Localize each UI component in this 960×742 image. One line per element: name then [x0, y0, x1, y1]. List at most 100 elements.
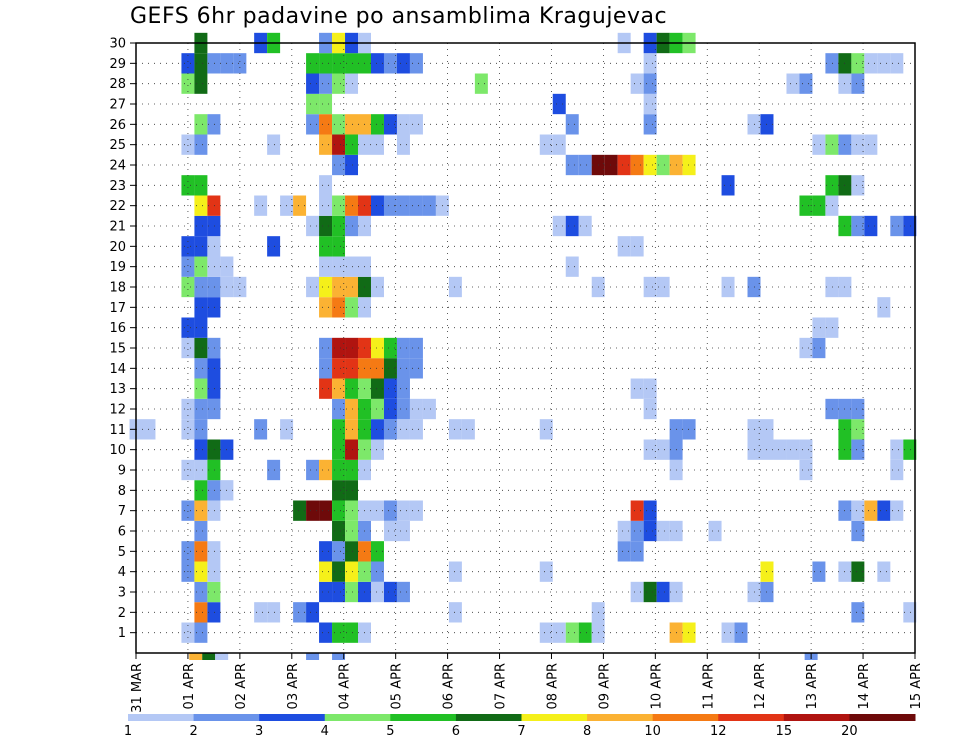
heatmap-cell: [181, 236, 195, 257]
heatmap-cell: [721, 175, 735, 196]
heatmap-cell: [409, 114, 423, 135]
heatmap-cell: [345, 256, 359, 277]
heatmap-cell: [194, 317, 208, 338]
heatmap-cell: [293, 195, 307, 216]
heatmap-cell: [233, 276, 247, 298]
heatmap-cell: [539, 419, 553, 440]
y-tick-label: 21: [109, 220, 126, 235]
heatmap-cell: [643, 53, 657, 74]
colorbar-swatch: [324, 714, 391, 721]
heatmap-cell: [643, 93, 657, 115]
heatmap-cell: [254, 195, 268, 216]
y-axis: 1234567891011121314151617181920212223242…: [109, 37, 136, 641]
colorbar-swatch: [390, 714, 457, 721]
heatmap-cell: [267, 236, 281, 257]
x-tick-label: 07 APR: [494, 663, 509, 709]
heatmap-cell: [345, 561, 359, 582]
heatmap-cell: [332, 114, 346, 135]
y-tick-label: 25: [109, 138, 126, 153]
heatmap-cell: [181, 175, 195, 196]
heatmap-cell: [371, 358, 384, 379]
colorbar-label: 8: [583, 724, 591, 739]
x-tick-label: 09 APR: [597, 663, 612, 709]
heatmap-cell: [773, 439, 787, 460]
heatmap-cell: [565, 622, 579, 643]
x-tick-label: 10 APR: [649, 663, 664, 709]
heatmap-cell: [890, 215, 904, 237]
heatmap-cell: [319, 561, 333, 582]
heatmap-cell: [194, 337, 208, 359]
heatmap-cell: [396, 195, 410, 216]
heatmap-cell: [851, 53, 865, 74]
heatmap-cell: [371, 561, 384, 582]
heatmap-cell: [422, 195, 436, 216]
heatmap-cell: [630, 236, 644, 257]
heatmap-cell: [682, 419, 696, 440]
heatmap-cell: [293, 500, 307, 521]
colorbar-swatch: [455, 714, 522, 721]
heatmap-cell: [643, 114, 657, 135]
heatmap-cell: [851, 439, 865, 460]
heatmap-cell: [864, 215, 878, 237]
heatmap-cell: [332, 154, 346, 176]
heatmap-cell: [345, 337, 359, 359]
heatmap-cell: [319, 622, 333, 643]
heatmap-cell: [825, 134, 839, 155]
heatmap-cell: [890, 459, 904, 481]
y-tick-label: 18: [109, 281, 126, 296]
heatmap-cell: [345, 53, 359, 74]
heatmap-cell: [552, 215, 566, 237]
heatmap-cell: [371, 114, 384, 135]
heatmap-cell: [371, 378, 384, 399]
heatmap-cell: [181, 53, 195, 74]
y-tick-label: 30: [109, 37, 126, 52]
heatmap-cell: [877, 297, 891, 318]
heatmap-cell: [552, 622, 566, 643]
heatmap-cell: [202, 653, 216, 660]
heatmap-cell: [383, 358, 397, 379]
x-tick-label: 31 MAR: [130, 663, 145, 713]
heatmap-cell: [306, 53, 320, 74]
heatmap-cell: [383, 114, 397, 135]
heatmap-cell: [345, 581, 359, 603]
heatmap-cell: [578, 215, 592, 237]
x-tick-label: 05 APR: [390, 663, 405, 709]
colorbar-swatch: [259, 714, 326, 721]
heatmap-cell: [319, 378, 333, 399]
heatmap-cell: [552, 93, 566, 115]
heatmap-cell: [319, 276, 333, 298]
heatmap-cell: [194, 398, 208, 420]
heatmap-cell: [851, 561, 865, 582]
heatmap-cell: [539, 134, 553, 155]
heatmap-cell: [396, 500, 410, 521]
heatmap-cell: [630, 154, 644, 176]
colorbar-label: 20: [841, 724, 858, 739]
heatmap-cell: [799, 337, 813, 359]
heatmap-cell: [194, 358, 208, 379]
heatmap-cell: [194, 459, 208, 481]
heatmap-cell: [617, 154, 631, 176]
heatmap-cell: [233, 53, 247, 74]
heatmap-cell: [194, 480, 208, 501]
heatmap-cell: [181, 419, 195, 440]
x-tick-label: 06 APR: [442, 663, 457, 709]
heatmap-cell: [319, 134, 333, 155]
heatmap-cell: [332, 480, 346, 501]
heatmap-cell: [643, 378, 657, 399]
heatmap-cell: [207, 195, 221, 216]
colorbar-swatch: [521, 714, 588, 721]
heatmap-cell: [643, 581, 657, 603]
heatmap-cell: [332, 419, 346, 440]
heatmap-cell: [630, 581, 644, 603]
heatmap-cell: [552, 134, 566, 155]
colorbar-swatch: [587, 714, 654, 721]
heatmap-cell: [194, 175, 208, 196]
heatmap-cell: [332, 53, 346, 74]
heatmap-cell: [448, 276, 462, 298]
heatmap-cell: [194, 622, 208, 643]
heatmap-cell: [409, 53, 423, 74]
heatmap-cell: [332, 541, 346, 562]
heatmap-cell: [207, 439, 221, 460]
heatmap-cell: [461, 419, 475, 440]
heatmap-cell: [630, 500, 644, 521]
